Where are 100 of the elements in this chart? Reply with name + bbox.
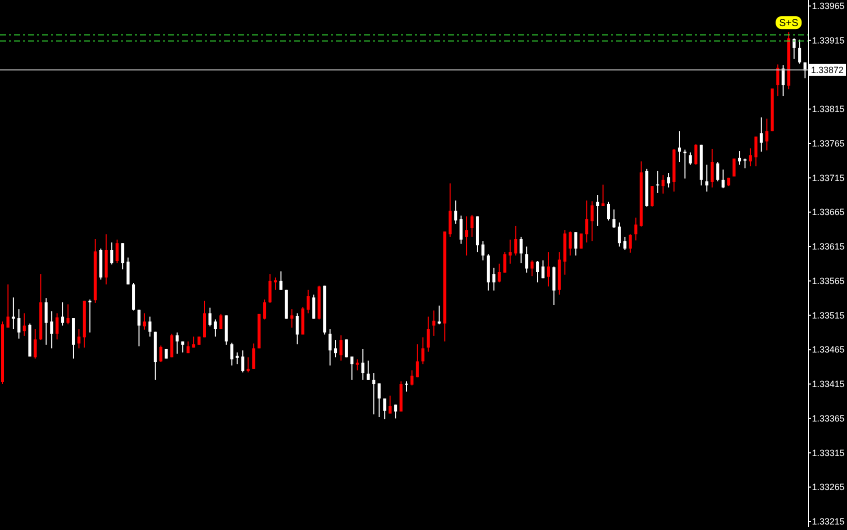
candlestick [602,184,605,207]
candlestick [6,284,10,328]
candlestick [514,225,518,256]
candlestick [241,350,244,373]
y-tick-label: 1.33415 [812,379,845,390]
candlestick [454,200,458,224]
candlestick [656,170,660,194]
candlestick [738,150,742,166]
candlestick [580,233,583,250]
candlestick [17,308,20,340]
candlestick [590,200,594,242]
candlestick [126,257,130,285]
ref-line-label: 1.33872 [811,64,844,75]
candlestick [618,222,621,248]
candlestick [22,312,26,336]
candlestick [328,328,332,366]
candlestick [694,144,698,166]
candlestick [66,304,70,325]
y-tick-label: 1.33665 [812,207,845,218]
candlestick [628,234,632,254]
candlestick [596,194,600,226]
candlestick [274,276,277,290]
candlestick [279,270,282,290]
candlestick [372,372,376,415]
candlestick [416,344,419,378]
candlestick [366,360,370,380]
candlestick [623,236,626,251]
candlestick [50,310,54,349]
candlestick [498,263,501,283]
candlestick [508,239,512,264]
candlestick [705,164,708,192]
y-tick-label: 1.33565 [812,276,845,286]
candlestick [552,266,556,306]
candlestick [208,307,212,327]
candlestick [607,201,610,221]
y-tick-label: 1.33765 [812,138,845,148]
candlestick [503,252,506,274]
candlestick [683,149,686,180]
candlestick [546,252,550,287]
candlestick [116,239,119,264]
candlestick [520,236,523,264]
candlestick [410,370,414,386]
candlestick [688,152,692,166]
candlestick [432,310,436,336]
candlestick [530,260,534,277]
candlestick [492,267,496,292]
candlestick [481,240,484,261]
candlestick [754,136,758,167]
candlestick [465,216,468,256]
candlestick [525,246,528,274]
y-tick-label: 1.33615 [812,242,845,252]
candlestick [176,332,179,354]
candlestick [306,289,310,314]
candlestick [470,214,474,238]
candlestick [438,305,441,325]
candlestick [12,296,15,330]
candlestick [350,356,354,380]
y-tick-label: 1.33265 [812,482,845,492]
candlestick [732,158,736,177]
candlestick [361,348,364,380]
candlestick [219,313,222,330]
candlestick [405,380,408,392]
candlestick [634,217,638,241]
candlestick [650,186,654,208]
candlestick [716,162,720,182]
candlestick [798,39,802,64]
candlestick [710,148,714,188]
candlestick [792,38,796,60]
candlestick [296,312,299,345]
candlestick [268,274,272,304]
candlestick [722,169,725,189]
candlestick [77,328,80,349]
candlestick [426,316,430,352]
candlestick [263,298,266,320]
candlestick [137,309,140,347]
candlestick [252,342,256,370]
candlestick [760,116,763,152]
candlestick [394,404,398,419]
y-tick-label: 1.33365 [812,413,845,424]
candlestick [378,382,381,418]
y-tick-label: 1.33715 [812,172,845,183]
candlestick [142,312,146,330]
y-tick-label: 1.33215 [812,516,845,526]
candlestick [460,215,463,244]
candlestick [612,208,616,229]
y-tick-label: 1.33515 [812,310,845,320]
y-tick-label: 1.33965 [812,1,845,11]
candlestick [662,174,665,194]
candlestick [110,242,114,265]
candlestick [170,333,174,358]
candlestick [748,148,752,167]
y-tick-label: 1.33915 [812,35,845,46]
candlestick [541,260,544,279]
candlestick [339,334,342,362]
annotation: S+S [779,18,799,30]
candlestick [383,398,386,420]
candlestick [148,316,152,338]
candlestick [765,118,768,151]
candlestick [246,356,250,373]
candlestick [56,312,59,340]
